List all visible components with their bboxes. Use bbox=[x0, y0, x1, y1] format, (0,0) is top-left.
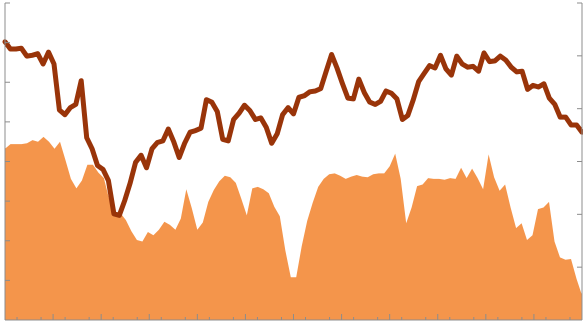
line-series-1 bbox=[2, 39, 583, 218]
area-series-0 bbox=[5, 136, 582, 320]
line-series-layer bbox=[2, 39, 583, 218]
area-series-layer bbox=[5, 136, 582, 320]
axes bbox=[4, 2, 583, 321]
